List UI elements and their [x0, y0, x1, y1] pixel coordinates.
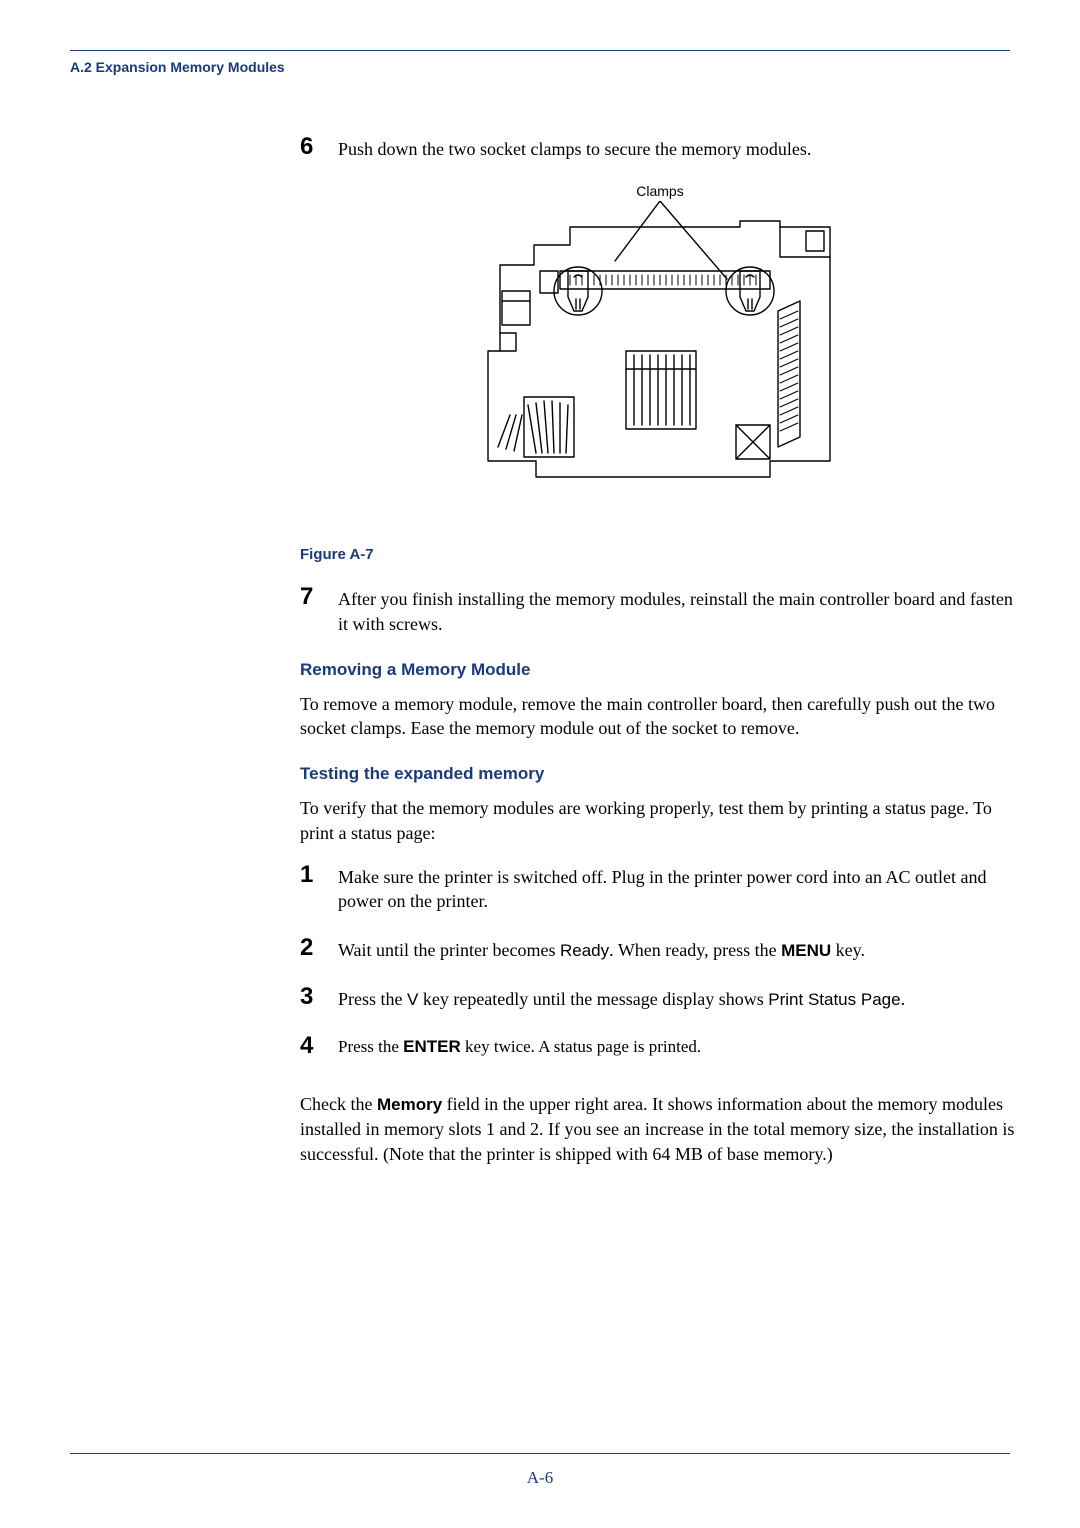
- testing-heading: Testing the expanded memory: [300, 764, 1020, 784]
- step-text: Press the ENTER key twice. A status page…: [338, 1034, 701, 1059]
- testing-intro: To verify that the memory modules are wo…: [300, 796, 1020, 845]
- text-prefix: Wait until the printer becomes: [338, 940, 560, 960]
- footer: A-6: [70, 1453, 1010, 1488]
- step-text: Press the V key repeatedly until the mes…: [338, 985, 905, 1012]
- text-suffix: .: [901, 989, 906, 1009]
- step-number: 7: [300, 585, 338, 609]
- figure-caption: Figure A-7: [300, 546, 1020, 563]
- text-mid: key repeatedly until the message display…: [418, 989, 768, 1009]
- text-mid: . When ready, press the: [609, 940, 781, 960]
- testing-step-2: 2 Wait until the printer becomes Ready. …: [300, 936, 1020, 963]
- removing-text: To remove a memory module, remove the ma…: [300, 692, 1020, 741]
- key-glyph: V: [407, 990, 418, 1009]
- step-number: 6: [300, 135, 338, 159]
- step-number: 4: [300, 1034, 338, 1058]
- testing-step-1: 1 Make sure the printer is switched off.…: [300, 863, 1020, 914]
- step-text: Make sure the printer is switched off. P…: [338, 863, 1020, 914]
- key-label: ENTER: [403, 1037, 461, 1056]
- top-rule: [70, 50, 1010, 51]
- step-text: Wait until the printer becomes Ready. Wh…: [338, 936, 865, 963]
- text-prefix: Check the: [300, 1094, 377, 1114]
- clamp-label: Clamps: [300, 183, 1020, 199]
- page-number: A-6: [70, 1468, 1010, 1488]
- testing-step-3: 3 Press the V key repeatedly until the m…: [300, 985, 1020, 1012]
- removing-heading: Removing a Memory Module: [300, 660, 1020, 680]
- testing-step-4: 4 Press the ENTER key twice. A status pa…: [300, 1034, 1020, 1059]
- controller-board-diagram: [480, 201, 840, 481]
- figure-a7: Clamps: [300, 183, 1020, 563]
- page: A.2 Expansion Memory Modules 6 Push down…: [0, 0, 1080, 1528]
- testing-final: Check the Memory field in the upper righ…: [300, 1092, 1020, 1166]
- text-suffix: key twice. A status page is printed.: [461, 1037, 701, 1056]
- step-7: 7 After you finish installing the memory…: [300, 585, 1020, 636]
- section-header: A.2 Expansion Memory Modules: [70, 59, 1010, 75]
- text-prefix: Press the: [338, 989, 407, 1009]
- key-label: MENU: [781, 941, 831, 960]
- text-prefix: Press the: [338, 1037, 403, 1056]
- memory-label: Memory: [377, 1095, 442, 1114]
- text-suffix: key.: [831, 940, 865, 960]
- step-number: 3: [300, 985, 338, 1009]
- bottom-rule: [70, 1453, 1010, 1454]
- testing-steps: 1 Make sure the printer is switched off.…: [300, 863, 1020, 1058]
- step-6: 6 Push down the two socket clamps to sec…: [300, 135, 1020, 161]
- step-number: 2: [300, 936, 338, 960]
- step-text: After you finish installing the memory m…: [338, 585, 1020, 636]
- step-number: 1: [300, 863, 338, 887]
- content-area: 6 Push down the two socket clamps to sec…: [300, 135, 1020, 1166]
- code-text: Ready: [560, 941, 609, 960]
- step-text: Push down the two socket clamps to secur…: [338, 135, 811, 161]
- code-text: Print Status Page: [768, 990, 900, 1009]
